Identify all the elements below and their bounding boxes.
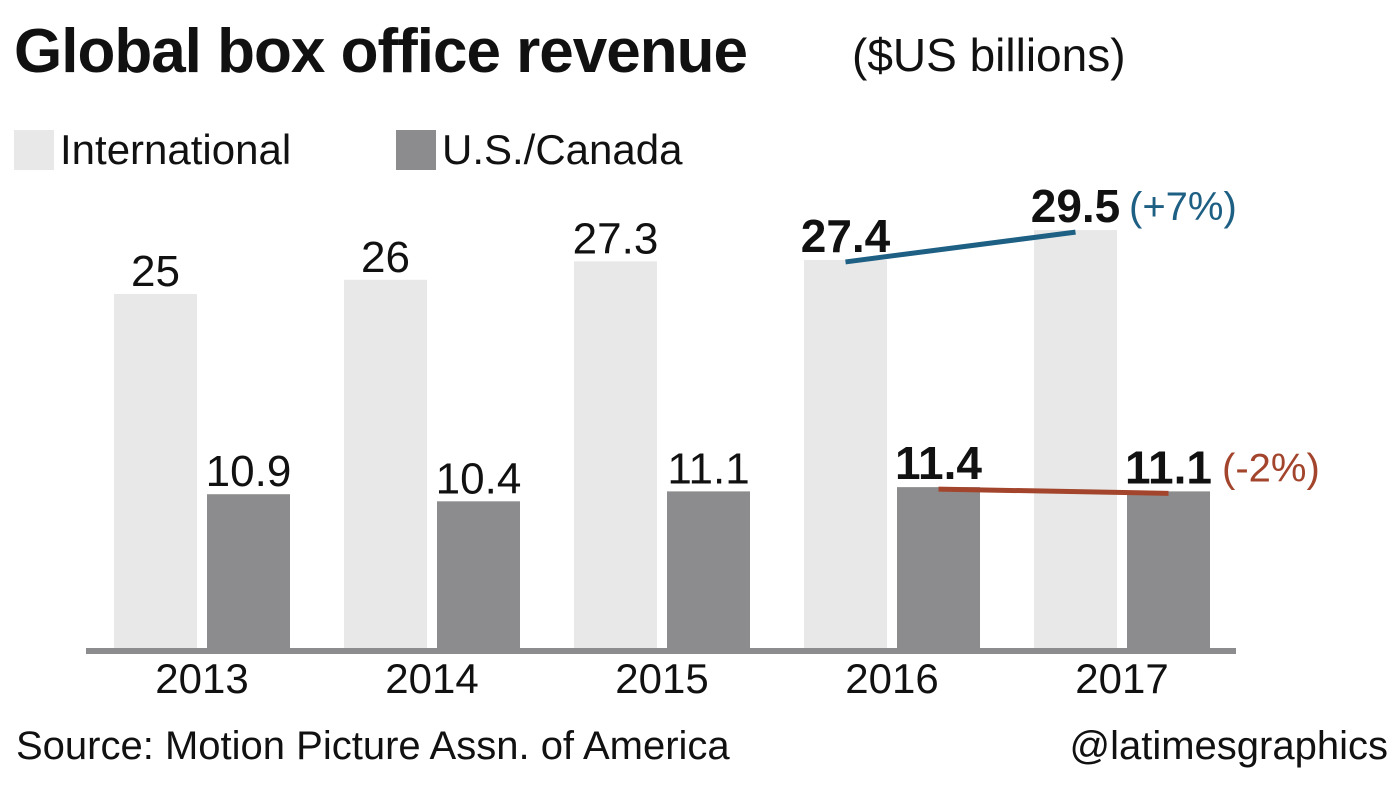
legend-swatch-international — [14, 130, 54, 170]
bar-u-s-canada-2014 — [437, 501, 520, 649]
bar-international-2017 — [1034, 230, 1117, 649]
source-note: Source: Motion Picture Assn. of America — [16, 724, 730, 768]
bar-chart: 25 10.9 2013 26 10.4 2014 27.3 11.1 2015 27.4 11.4… — [86, 180, 1320, 702]
data-label-international-2016: 27.4 — [801, 210, 891, 262]
bar-international-2015 — [574, 261, 657, 649]
data-label-u-s-canada-2017: 11.1 — [1125, 441, 1212, 493]
legend-item-international: International — [14, 126, 291, 174]
data-label-u-s-canada-2016: 11.4 — [895, 437, 982, 489]
bar-international-2013 — [114, 294, 197, 649]
x-tick-label-2016: 2016 — [845, 655, 938, 702]
change-annotation-international: (+7%) — [1129, 185, 1237, 229]
change-annotation-u-s-canada: (-2%) — [1222, 446, 1320, 490]
bar-u-s-canada-2015 — [667, 491, 750, 649]
bar-u-s-canada-2013 — [207, 494, 290, 649]
data-label-international-2013: 25 — [131, 247, 180, 296]
bar-u-s-canada-2016 — [897, 487, 980, 649]
bar-international-2014 — [344, 279, 427, 649]
data-label-u-s-canada-2014: 10.4 — [436, 454, 522, 503]
data-label-international-2014: 26 — [361, 233, 410, 282]
legend-item-us-canada: U.S./Canada — [396, 126, 682, 174]
legend-label-us-canada: U.S./Canada — [442, 126, 683, 173]
data-label-international-2017: 29.5 — [1031, 180, 1121, 232]
data-label-u-s-canada-2013: 10.9 — [206, 447, 292, 496]
legend-swatch-us-canada — [396, 130, 436, 170]
x-tick-label-2014: 2014 — [385, 655, 478, 702]
trend-line-international — [845, 229, 1076, 265]
x-tick-label-2015: 2015 — [615, 655, 708, 702]
credit-line: @latimesgraphics — [1069, 724, 1389, 768]
data-label-international-2015: 27.3 — [573, 214, 659, 263]
bar-u-s-canada-2017 — [1127, 491, 1210, 649]
x-tick-label-2017: 2017 — [1075, 655, 1168, 702]
chart-title: Global box office revenue — [14, 17, 748, 86]
data-label-u-s-canada-2015: 11.1 — [667, 444, 749, 493]
trend-line-u-s-canada — [938, 486, 1169, 496]
bar-international-2016 — [804, 259, 887, 649]
chart-subtitle: ($US billions) — [852, 29, 1126, 81]
legend-label-international: International — [60, 126, 292, 173]
x-tick-label-2013: 2013 — [155, 655, 248, 702]
